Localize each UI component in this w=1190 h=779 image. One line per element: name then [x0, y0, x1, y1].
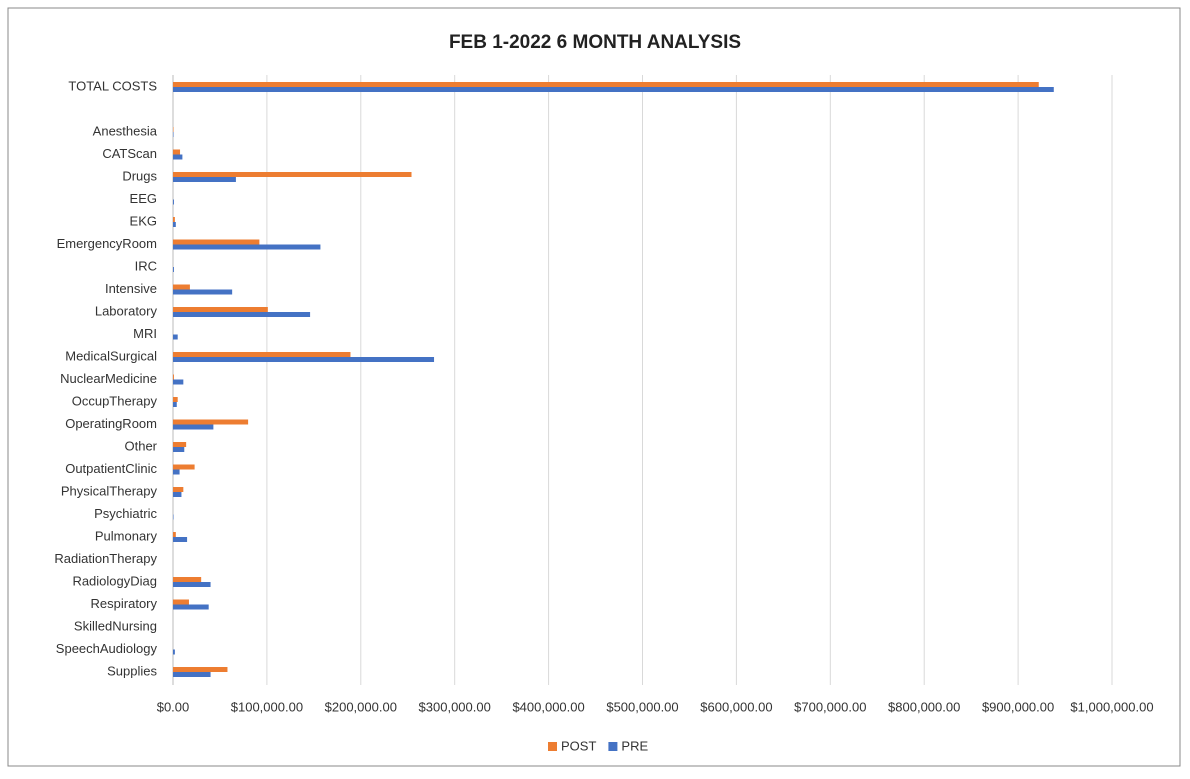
bar: [173, 375, 174, 380]
y-tick-label: Psychiatric: [94, 506, 157, 521]
y-tick-label: OccupTherapy: [72, 393, 158, 408]
bar: [173, 470, 180, 475]
bar: [173, 605, 209, 610]
x-tick-label: $600,000.00: [700, 699, 772, 714]
legend-swatch: [608, 742, 617, 751]
bar: [173, 402, 177, 407]
y-tick-label: CATScan: [102, 146, 157, 161]
bar: [173, 352, 350, 357]
y-tick-label: PhysicalTherapy: [61, 483, 158, 498]
bar: [173, 650, 175, 655]
y-tick-label: Supplies: [107, 663, 157, 678]
y-tick-label: IRC: [135, 258, 157, 273]
y-tick-label: Laboratory: [95, 303, 158, 318]
y-tick-label: MedicalSurgical: [65, 348, 157, 363]
y-tick-label: NuclearMedicine: [60, 371, 157, 386]
bar: [173, 290, 232, 295]
legend-swatch: [548, 742, 557, 751]
x-tick-label: $500,000.00: [606, 699, 678, 714]
legend-label: POST: [561, 738, 596, 753]
y-tick-label: Other: [124, 438, 157, 453]
x-tick-label: $900,000.00: [982, 699, 1054, 714]
bar: [173, 672, 211, 677]
bar: [173, 447, 184, 452]
bar: [173, 380, 183, 385]
x-tick-label: $100,000.00: [231, 699, 303, 714]
bar: [173, 537, 187, 542]
x-tick-label: $300,000.00: [419, 699, 491, 714]
y-tick-label: SpeechAudiology: [56, 641, 158, 656]
x-tick-label: $400,000.00: [512, 699, 584, 714]
bar: [173, 532, 176, 537]
bar: [173, 442, 186, 447]
bar: [173, 425, 213, 430]
x-tick-label: $200,000.00: [325, 699, 397, 714]
y-tick-label: RadiologyDiag: [72, 573, 157, 588]
y-tick-label: RadiationTherapy: [54, 551, 157, 566]
x-tick-label: $1,000,000.00: [1070, 699, 1153, 714]
x-tick-label: $700,000.00: [794, 699, 866, 714]
y-tick-label: Anesthesia: [93, 123, 158, 138]
legend-label: PRE: [621, 738, 648, 753]
bar: [173, 335, 178, 340]
bar: [173, 312, 310, 317]
y-tick-label: OutpatientClinic: [65, 461, 157, 476]
bar: [173, 200, 174, 205]
bar: [173, 217, 175, 222]
y-tick-label: TOTAL COSTS: [68, 78, 157, 93]
bar: [173, 177, 236, 182]
y-tick-label: Respiratory: [91, 596, 158, 611]
y-tick-label: OperatingRoom: [65, 416, 157, 431]
x-tick-label: $800,000.00: [888, 699, 960, 714]
y-tick-label: EKG: [130, 213, 157, 228]
y-tick-label: EmergencyRoom: [57, 236, 157, 251]
bar: [173, 307, 268, 312]
y-tick-label: Intensive: [105, 281, 157, 296]
y-tick-label: MRI: [133, 326, 157, 341]
bar: [173, 285, 190, 290]
bar: [173, 577, 201, 582]
bar: [173, 155, 182, 160]
x-tick-label: $0.00: [157, 699, 190, 714]
y-tick-label: Pulmonary: [95, 528, 158, 543]
bar: [173, 600, 189, 605]
bar: [173, 397, 178, 402]
y-tick-label: Drugs: [122, 168, 157, 183]
bar: [173, 492, 181, 497]
bar: [173, 420, 248, 425]
bar: [173, 150, 180, 155]
y-tick-label: SkilledNursing: [74, 618, 157, 633]
bar: [173, 222, 176, 227]
bar: [173, 82, 1039, 87]
bar: [173, 172, 412, 177]
bar: [173, 582, 211, 587]
bar: [173, 667, 227, 672]
bar: [173, 357, 434, 362]
chart-title: FEB 1-2022 6 MONTH ANALYSIS: [449, 32, 741, 53]
bar: [173, 245, 320, 250]
bar: [173, 465, 195, 470]
chart-border: [8, 8, 1180, 766]
bar: [173, 267, 174, 272]
bar: [173, 240, 259, 245]
bar: [173, 487, 183, 492]
y-tick-label: EEG: [130, 191, 157, 206]
bar: [173, 87, 1054, 92]
